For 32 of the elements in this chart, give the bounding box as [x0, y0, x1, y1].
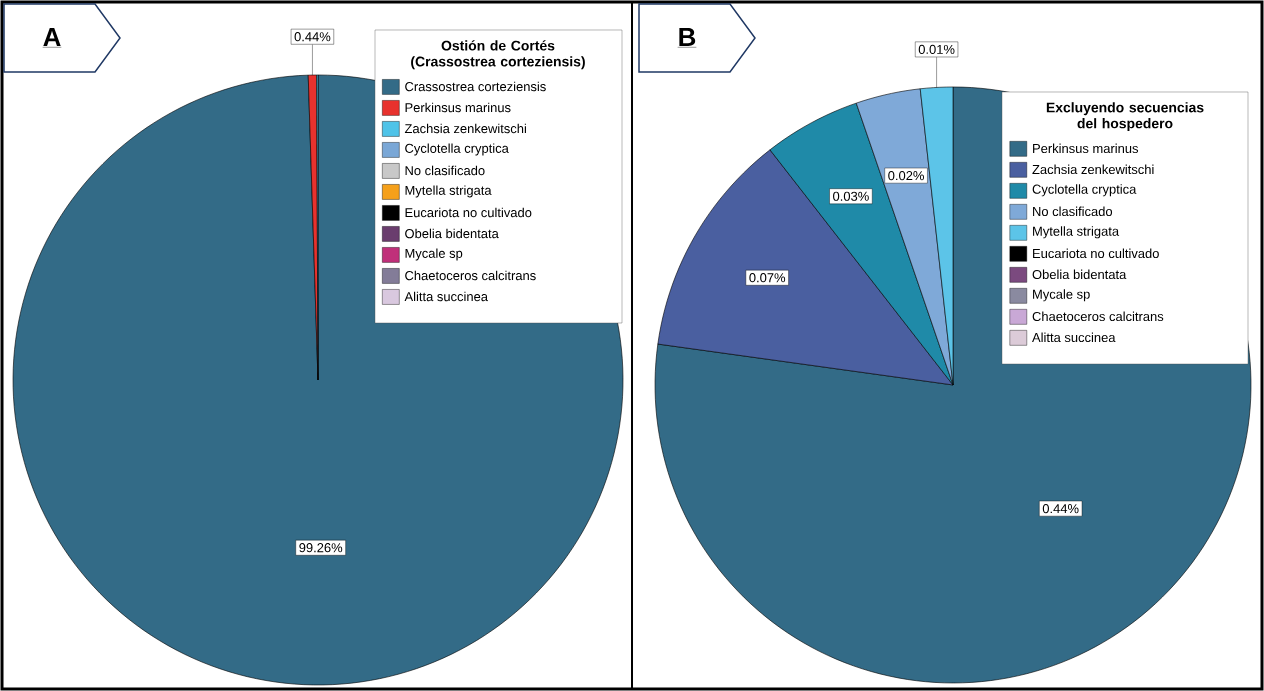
- slice-label: Perkinsus marinus: [1033, 143, 1139, 154]
- legend-label: Eucariota no cultivado: [1033, 248, 1159, 259]
- data-label: 0.44%: [1042, 504, 1079, 514]
- data-label: 99.26%: [299, 543, 343, 553]
- legend-label: Zachsia zenkewitschi: [1032, 164, 1154, 175]
- legend-label: Mytella strigata: [405, 185, 492, 198]
- legend-label: Alitta succinea: [1032, 332, 1116, 343]
- legend-label: Obelia bidentata: [1032, 269, 1127, 280]
- legend-label: Chaetoceros calcitrans: [405, 270, 536, 281]
- legend-label: Mytella strigata: [1033, 226, 1120, 239]
- legend-label: No clasificado: [405, 165, 485, 176]
- legend-label: Zachsia zenkewitschi: [404, 123, 526, 134]
- text: B: [679, 28, 696, 46]
- data-label: 0.03%: [833, 191, 869, 201]
- legend-label: No clasificado: [1033, 206, 1113, 217]
- data-label: 0.02%: [888, 171, 924, 181]
- legend-label: Perkinsus marinus: [405, 102, 511, 113]
- legend-label: Obelia bidentata: [405, 228, 499, 239]
- legend-title: Ostión de Cortés (Crassostrea corteziensis): [411, 40, 585, 70]
- data-label: 0.07%: [749, 273, 786, 283]
- slice-label: Crassostrea corteziensis: [405, 81, 546, 92]
- data-label: 0.01%: [918, 44, 955, 54]
- legend-label: Alitta succinea: [404, 291, 488, 302]
- text: A: [43, 28, 61, 46]
- data-label: 0.44%: [294, 32, 331, 42]
- legend-title: Excluyendo secuencias del hospedero: [1046, 102, 1204, 132]
- legend-label: Mycale sp: [405, 248, 463, 261]
- legend-label: Chaetoceros calcitrans: [1032, 311, 1164, 322]
- legend-label: Cyclotella cryptica: [405, 143, 509, 156]
- legend-label: Mycale sp: [1033, 289, 1090, 302]
- legend-label: Cyclotella cryptica: [1032, 184, 1137, 197]
- legend-label: Eucariota no cultivado: [405, 207, 532, 218]
